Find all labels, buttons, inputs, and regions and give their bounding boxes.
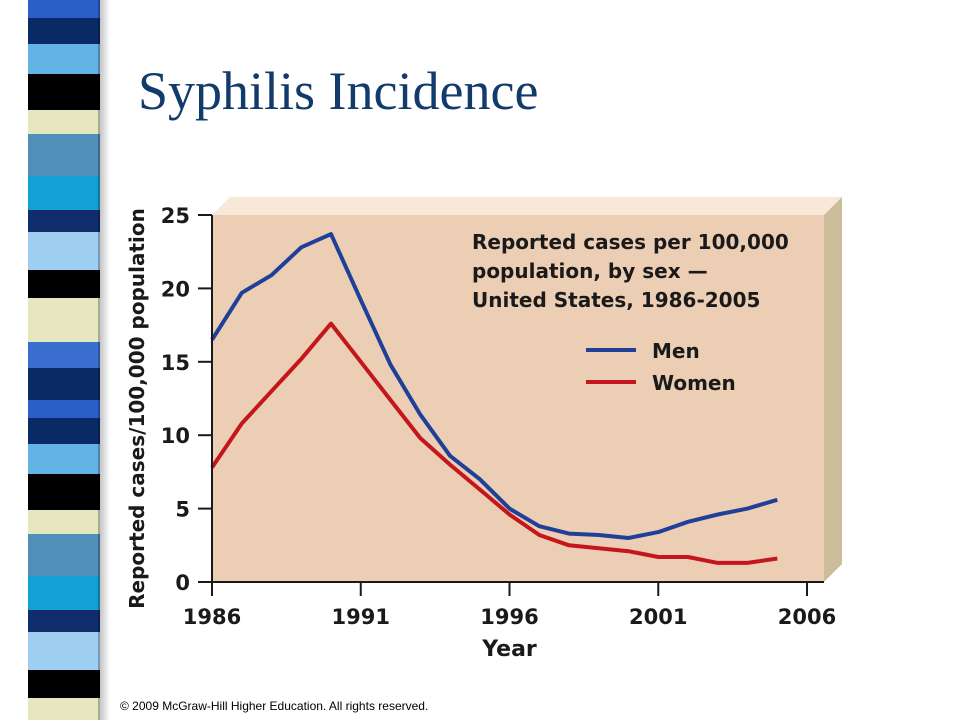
- stripe-band: [28, 210, 100, 232]
- stripe-band: [28, 176, 100, 210]
- y-axis-label: Reported cases/100,000 population: [125, 208, 149, 609]
- x-tick-label: 1986: [183, 605, 241, 629]
- y-tick-label: 20: [161, 277, 190, 301]
- series-lines: [210, 232, 778, 565]
- stripe-band: [28, 298, 100, 342]
- stripe-band: [28, 632, 100, 670]
- legend-label-women: Women: [652, 371, 736, 395]
- y-tick-label: 10: [161, 424, 190, 448]
- stripe-band: [28, 270, 100, 298]
- y-tick-label: 25: [161, 204, 190, 228]
- x-tick-label: 1996: [480, 605, 538, 629]
- stripe-band: [28, 232, 100, 270]
- x-tick-label: 1991: [332, 605, 390, 629]
- stripe-pattern: [28, 0, 100, 725]
- slide-title: Syphilis Incidence: [138, 61, 539, 121]
- x-axis-ticks: 1986 1991 1996 2001 2006: [183, 582, 836, 629]
- plot-top-face: [212, 197, 842, 215]
- y-axis-ticks: 0 5 10 15 20 25: [161, 204, 212, 595]
- stripe-band: [28, 474, 100, 510]
- line-chart: 0 5 10 15 20 25 1986 1991 1996 2001 2006 Year Rep…: [125, 197, 842, 662]
- stripe-band: [28, 510, 100, 534]
- y-tick-label: 15: [161, 351, 190, 375]
- stripe-band: [28, 444, 100, 474]
- stripe-band: [28, 110, 100, 134]
- stripe-band: [28, 342, 100, 368]
- stripe-band: [28, 698, 100, 725]
- stripe-band: [28, 0, 100, 18]
- x-tick-label: 2001: [629, 605, 687, 629]
- series-line-men: [210, 232, 778, 540]
- stripe-band: [28, 368, 100, 400]
- strip-shadow: [98, 0, 110, 720]
- stripe-band: [28, 610, 100, 632]
- x-axis-label: Year: [481, 637, 537, 662]
- stripe-band: [28, 18, 100, 44]
- x-tick-label: 2006: [778, 605, 836, 629]
- chart-note-line-2: population, by sex —: [472, 259, 708, 283]
- legend-label-men: Men: [652, 339, 700, 363]
- legend: Men Women: [586, 339, 736, 395]
- decorative-strip: [28, 0, 100, 725]
- stripe-band: [28, 418, 100, 444]
- series-line-women: [210, 321, 778, 565]
- stripe-band: [28, 670, 100, 698]
- stripe-band: [28, 576, 100, 610]
- stripe-band: [28, 134, 100, 176]
- y-tick-label: 0: [175, 571, 190, 595]
- stripe-band: [28, 44, 100, 74]
- stripe-band: [28, 534, 100, 576]
- y-tick-label: 5: [175, 498, 190, 522]
- stripe-band: [28, 74, 100, 110]
- chart-note: Reported cases per 100,000 population, b…: [472, 230, 789, 312]
- plot-side-face: [824, 197, 842, 582]
- stripe-band: [28, 400, 100, 418]
- chart-note-line-1: Reported cases per 100,000: [472, 230, 789, 254]
- chart-note-line-3: United States, 1986-2005: [472, 288, 760, 312]
- copyright-notice: © 2009 McGraw-Hill Higher Education. All…: [120, 699, 429, 713]
